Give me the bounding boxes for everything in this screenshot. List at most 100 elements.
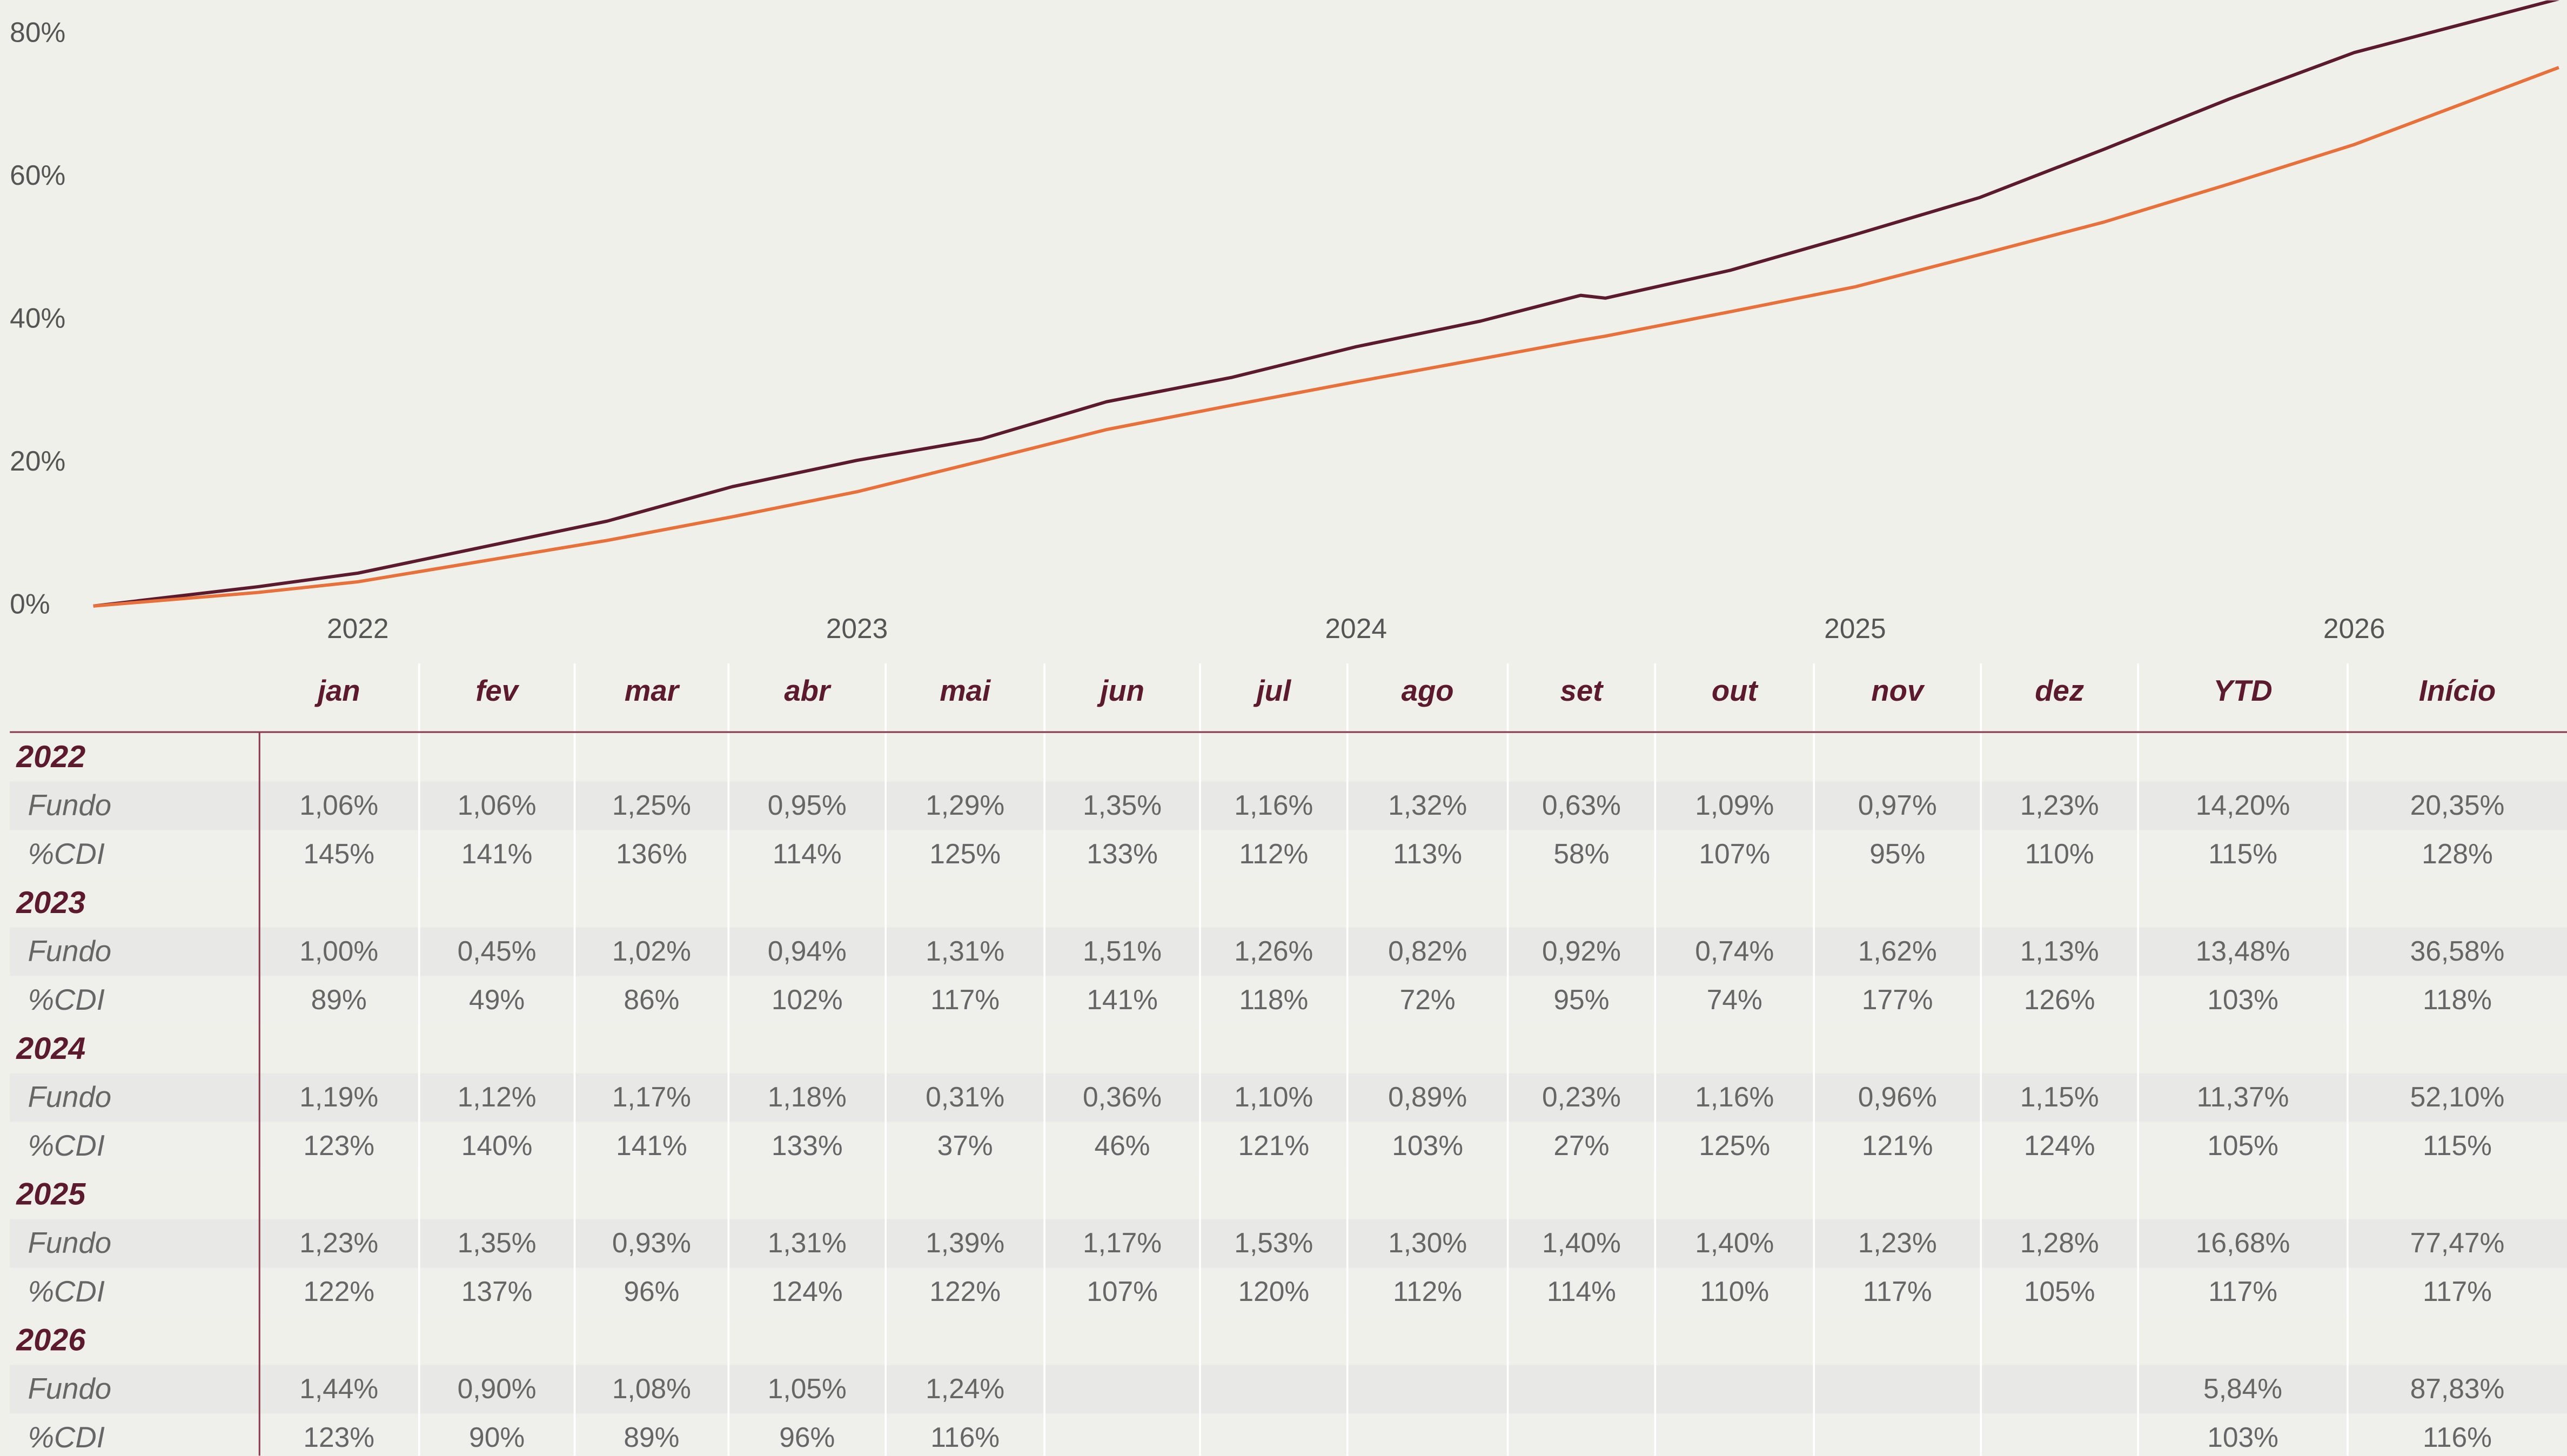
cell: 105% [2207,1130,2278,1161]
cell: 1,06% [458,789,537,821]
cell: 0,89% [1388,1081,1467,1112]
cell: 1,31% [768,1227,847,1258]
row-label: Fundo [28,789,112,822]
cell: 37% [937,1130,993,1161]
cell: 125% [929,838,1001,869]
cell: 95% [1869,838,1925,869]
cell: 20,35% [2410,789,2505,821]
cell: 107% [1087,1276,1158,1307]
cell: 90% [469,1421,525,1453]
cell: 86% [624,984,679,1015]
cell: 1,09% [1695,789,1774,821]
cell: 120% [1238,1276,1309,1307]
column-header: jan [314,674,360,707]
cell: 110% [2025,838,2094,869]
cell: 114% [1547,1276,1616,1307]
cell: 103% [2207,1421,2278,1453]
year-row [10,1316,2567,1365]
cell: 112% [1239,838,1308,869]
cell: 140% [461,1130,533,1161]
cell: 118% [2423,984,2492,1015]
cell: 0,82% [1388,935,1467,967]
year-label: 2025 [16,1177,86,1212]
x-tick-label: 2022 [327,613,389,644]
cell: 1,19% [299,1081,378,1112]
data-row [10,1365,2567,1414]
cell: 0,63% [1542,789,1621,821]
year-label: 2026 [16,1323,86,1358]
year-label: 2023 [16,885,85,920]
cell: 1,23% [1858,1227,1937,1258]
row-label: Fundo [28,1372,112,1405]
cell: 105% [2024,1276,2095,1307]
cell: 5,84% [2203,1373,2282,1404]
cell: 0,92% [1542,935,1621,967]
cell: 52,10% [2410,1081,2505,1112]
cell: 0,94% [768,935,847,967]
cell: 133% [1087,838,1158,869]
cell: 27% [1553,1130,1609,1161]
line-chart [93,0,2559,608]
cell: 1,44% [299,1373,378,1404]
cell: 122% [929,1276,1001,1307]
year-label: 2024 [16,1031,85,1066]
year-label: 2022 [16,740,85,774]
cell: 114% [773,838,842,869]
cell: 1,31% [926,935,1004,967]
cell: 1,25% [612,789,691,821]
cell: 117% [2423,1276,2492,1307]
row-label: %CDI [28,983,105,1016]
column-header: mar [625,674,680,707]
data-row [10,1413,2567,1456]
row-label: Fundo [28,1081,112,1113]
cell: 1,40% [1542,1227,1621,1258]
cell: 96% [779,1421,835,1453]
cell: 89% [311,984,367,1015]
cell: 0,36% [1083,1081,1162,1112]
cell: 1,12% [458,1081,537,1112]
cell: 1,13% [2020,935,2099,967]
x-tick-label: 2024 [1325,613,1387,644]
cell: 112% [1393,1276,1462,1307]
year-row [10,1170,2567,1219]
cell: 95% [1553,984,1609,1015]
cell: 1,16% [1695,1081,1774,1112]
cell: 141% [1087,984,1158,1015]
row-label: %CDI [28,837,105,870]
cell: 14,20% [2196,789,2290,821]
cell: 13,48% [2196,935,2290,967]
cell: 141% [461,838,533,869]
cell: 1,02% [612,935,691,967]
cell: 136% [616,838,687,869]
series-line [93,66,2559,608]
cell: 11,37% [2197,1081,2289,1112]
cell: 137% [461,1276,533,1307]
cell: 122% [303,1276,374,1307]
series-line [93,0,2559,608]
row-label: Fundo [28,935,112,968]
x-tick-label: 2026 [2323,613,2385,644]
returns-table: 2022 Fundo 1,06% 1,06% 1,25% 0,95% 1,29% 1,35% 1… [10,663,2567,1456]
cell: 107% [1699,838,1770,869]
cell: 1,40% [1695,1227,1774,1258]
column-header: YTD [2214,674,2273,707]
cell: 110% [1700,1276,1769,1307]
year-row [10,733,2567,782]
year-row [10,1024,2567,1073]
column-header: out [1712,674,1759,707]
y-tick-label: 0% [10,588,50,619]
column-header: abr [784,674,832,707]
row-label: %CDI [28,1129,105,1162]
cell: 1,23% [2020,789,2099,821]
cell: 1,23% [299,1227,378,1258]
cell: 1,35% [458,1227,537,1258]
column-header: set [1560,674,1605,707]
column-header: jul [1254,674,1292,707]
cell: 0,96% [1858,1081,1937,1112]
data-row [10,976,2567,1025]
cell: 1,28% [2020,1227,2099,1258]
cell: 145% [303,838,374,869]
cell: 1,18% [768,1081,847,1112]
axes: 0% 20% 40% 60% 80% 2022 2023 2024 2025 2026 [10,17,2385,644]
